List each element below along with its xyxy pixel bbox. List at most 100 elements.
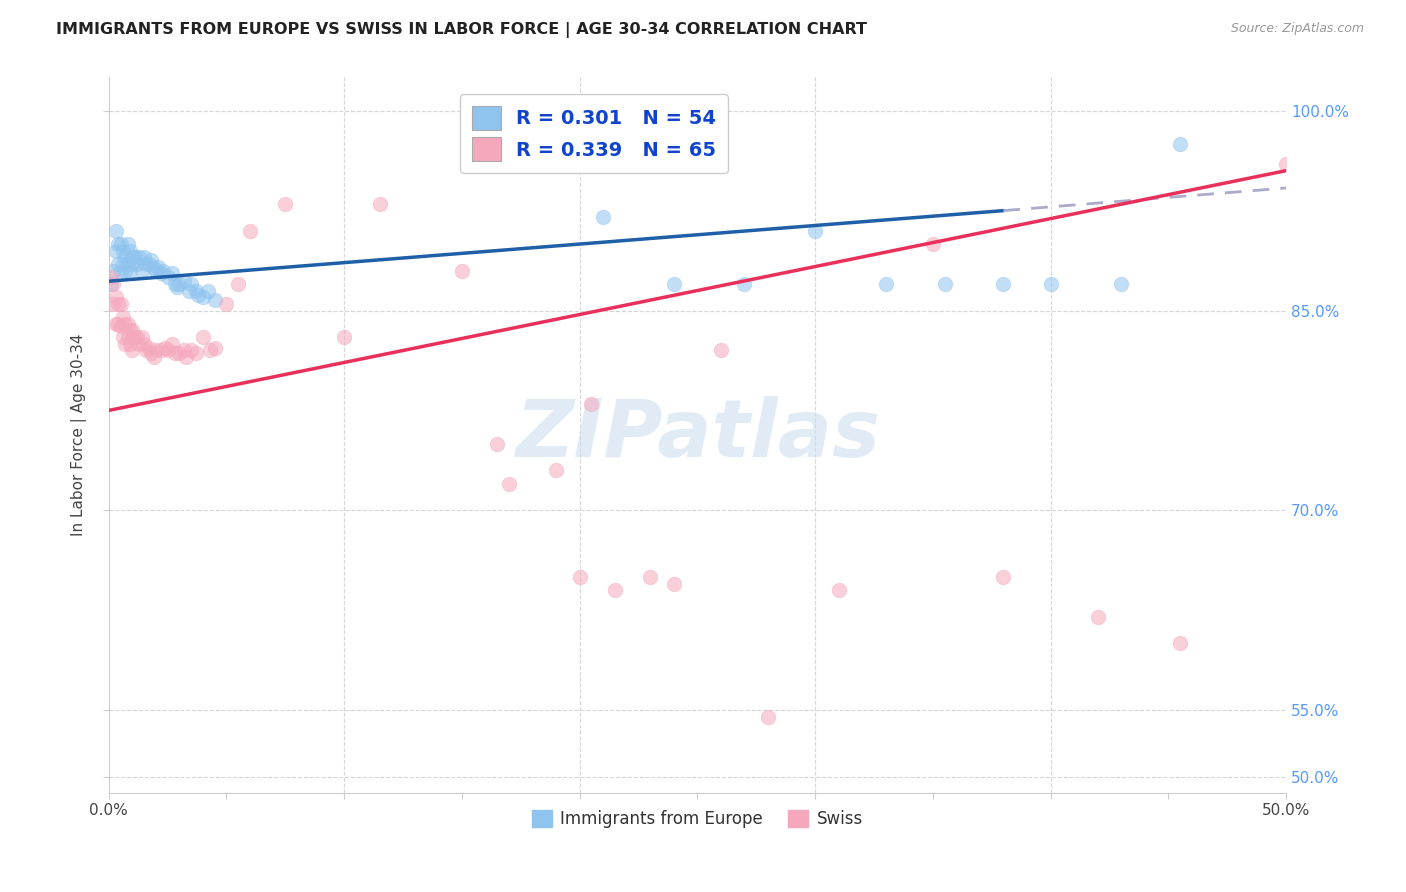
- Point: [827, 583, 849, 598]
- Point: [121, 257, 143, 271]
- Point: [152, 263, 174, 277]
- Point: [451, 263, 474, 277]
- Point: [581, 397, 603, 411]
- Point: [100, 270, 122, 285]
- Point: [163, 277, 186, 291]
- Point: [124, 250, 146, 264]
- Point: [103, 263, 125, 277]
- Point: [117, 236, 139, 251]
- Point: [180, 343, 202, 358]
- Point: [921, 236, 943, 251]
- Point: [135, 257, 157, 271]
- Point: [118, 244, 141, 258]
- Point: [592, 211, 614, 225]
- Point: [141, 346, 163, 360]
- Point: [333, 330, 356, 344]
- Point: [117, 257, 139, 271]
- Point: [103, 277, 125, 291]
- Point: [163, 346, 186, 360]
- Point: [710, 343, 733, 358]
- Point: [132, 250, 155, 264]
- Point: [204, 293, 226, 307]
- Point: [104, 224, 127, 238]
- Point: [128, 336, 150, 351]
- Point: [733, 277, 755, 291]
- Point: [125, 257, 148, 271]
- Point: [142, 260, 165, 275]
- Point: [121, 250, 143, 264]
- Point: [107, 297, 129, 311]
- Point: [142, 350, 165, 364]
- Point: [104, 290, 127, 304]
- Point: [117, 330, 139, 344]
- Point: [274, 197, 297, 211]
- Point: [118, 263, 141, 277]
- Point: [156, 343, 179, 358]
- Point: [546, 463, 568, 477]
- Point: [141, 252, 163, 267]
- Point: [111, 310, 134, 325]
- Point: [875, 277, 897, 291]
- Point: [111, 244, 134, 258]
- Point: [1039, 277, 1062, 291]
- Point: [162, 266, 184, 280]
- Text: ZIPatlas: ZIPatlas: [515, 396, 880, 474]
- Point: [131, 330, 153, 344]
- Point: [662, 576, 685, 591]
- Point: [603, 583, 626, 598]
- Point: [145, 263, 167, 277]
- Point: [162, 336, 184, 351]
- Point: [173, 274, 195, 288]
- Point: [149, 343, 172, 358]
- Point: [993, 277, 1015, 291]
- Point: [215, 297, 238, 311]
- Point: [110, 236, 132, 251]
- Point: [568, 570, 591, 584]
- Point: [107, 257, 129, 271]
- Point: [104, 317, 127, 331]
- Point: [104, 244, 127, 258]
- Point: [198, 343, 221, 358]
- Point: [197, 284, 219, 298]
- Point: [173, 343, 195, 358]
- Point: [114, 263, 136, 277]
- Point: [177, 284, 200, 298]
- Point: [121, 343, 143, 358]
- Point: [125, 330, 148, 344]
- Point: [111, 257, 134, 271]
- Point: [191, 290, 214, 304]
- Point: [226, 277, 249, 291]
- Point: [184, 346, 207, 360]
- Point: [138, 257, 160, 271]
- Point: [156, 270, 179, 285]
- Point: [148, 260, 170, 274]
- Legend: Immigrants from Europe, Swiss: Immigrants from Europe, Swiss: [526, 803, 869, 834]
- Text: IMMIGRANTS FROM EUROPE VS SWISS IN LABOR FORCE | AGE 30-34 CORRELATION CHART: IMMIGRANTS FROM EUROPE VS SWISS IN LABOR…: [56, 22, 868, 38]
- Point: [111, 330, 134, 344]
- Point: [103, 297, 125, 311]
- Point: [128, 250, 150, 264]
- Point: [121, 324, 143, 338]
- Point: [756, 710, 779, 724]
- Point: [166, 279, 188, 293]
- Point: [107, 317, 129, 331]
- Point: [368, 197, 391, 211]
- Point: [145, 343, 167, 358]
- Point: [662, 277, 685, 291]
- Y-axis label: In Labor Force | Age 30-34: In Labor Force | Age 30-34: [72, 334, 87, 536]
- Point: [114, 317, 136, 331]
- Point: [804, 224, 827, 238]
- Point: [114, 336, 136, 351]
- Point: [176, 350, 198, 364]
- Point: [114, 250, 136, 264]
- Point: [204, 341, 226, 355]
- Point: [640, 570, 662, 584]
- Point: [110, 297, 132, 311]
- Point: [184, 284, 207, 298]
- Point: [118, 336, 141, 351]
- Point: [100, 277, 122, 291]
- Point: [169, 346, 191, 360]
- Point: [118, 324, 141, 338]
- Point: [138, 341, 160, 355]
- Point: [135, 343, 157, 358]
